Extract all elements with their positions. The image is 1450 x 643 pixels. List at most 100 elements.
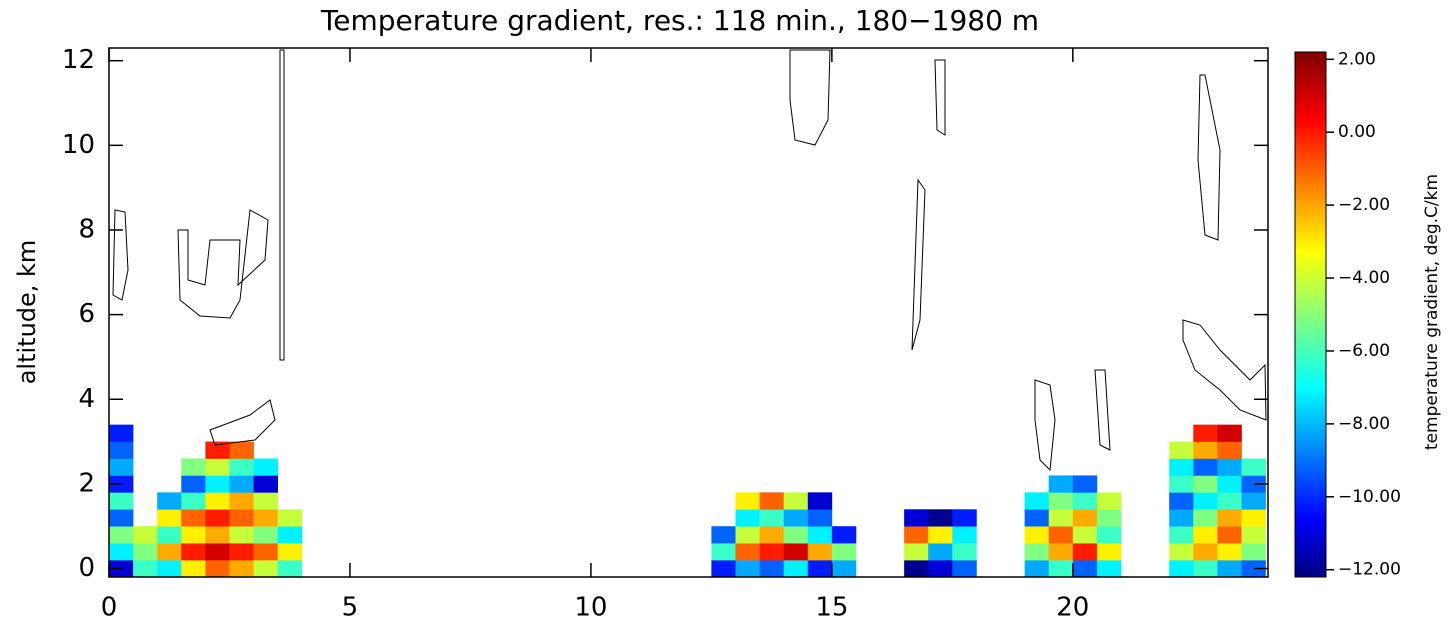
heat-cell	[735, 560, 760, 578]
heat-cell	[1048, 526, 1074, 544]
heat-cell	[277, 526, 303, 544]
heat-cell	[1217, 458, 1242, 476]
heat-cell	[1048, 560, 1074, 578]
heat-cell	[1024, 543, 1050, 561]
heat-cell	[1193, 458, 1218, 476]
heat-cell	[928, 526, 953, 544]
colorbar-tick-label: 2.00	[1338, 49, 1376, 69]
x-tick-label: 15	[815, 593, 848, 623]
heat-cell	[229, 475, 254, 493]
heat-cell	[735, 543, 760, 561]
heat-cell	[1241, 475, 1266, 493]
heat-cell	[759, 560, 784, 578]
heat-cell	[1169, 509, 1194, 527]
heat-cell	[831, 560, 857, 578]
heat-cell	[229, 560, 254, 578]
heat-cell	[1217, 475, 1242, 493]
heat-cell	[181, 526, 206, 544]
heat-cell	[1169, 492, 1194, 510]
heat-cell	[181, 475, 206, 493]
heat-cell	[1241, 492, 1266, 510]
heat-cell	[205, 492, 230, 510]
heat-cell	[133, 543, 158, 561]
heat-cell	[831, 526, 857, 544]
heat-cell	[1241, 543, 1266, 561]
heat-cell	[109, 424, 134, 442]
heat-cell	[1217, 543, 1242, 561]
heat-cell	[759, 509, 784, 527]
heat-cell	[133, 526, 158, 544]
heat-cell	[1217, 560, 1242, 578]
heat-cell	[759, 543, 784, 561]
heat-cell	[952, 509, 977, 527]
heat-cell	[157, 492, 182, 510]
heat-cell	[157, 543, 182, 561]
heat-cell	[711, 543, 736, 561]
colorbar-tick-label: −6.00	[1338, 341, 1390, 361]
heat-cell	[1072, 526, 1098, 544]
x-tick-label: 10	[574, 593, 607, 623]
heat-cell	[952, 526, 977, 544]
colorbar	[1294, 51, 1327, 578]
heat-cell	[181, 560, 206, 578]
heat-cell	[1072, 509, 1098, 527]
heat-cell	[807, 509, 833, 527]
y-tick-label: 8	[78, 214, 95, 244]
x-tick-label: 20	[1056, 593, 1089, 623]
colorbar-tick-label: −2.00	[1338, 195, 1390, 215]
heat-cell	[277, 543, 303, 561]
contours	[112, 49, 1267, 472]
heat-cell	[205, 475, 230, 493]
heat-cell	[783, 560, 809, 578]
heat-cell	[759, 492, 784, 510]
colorbar-tick-label: −8.00	[1338, 414, 1390, 434]
y-tick-label: 4	[78, 384, 95, 414]
colorbar-title: temperature gradient, deg.C/km	[1422, 174, 1442, 450]
heat-cell	[807, 560, 833, 578]
heat-cell	[1048, 509, 1074, 527]
heat-cell	[1217, 509, 1242, 527]
y-tick-label: 2	[78, 468, 95, 498]
heat-cell	[1048, 543, 1074, 561]
heat-cell	[711, 526, 736, 544]
heat-cell	[783, 526, 809, 544]
heat-cell	[1241, 560, 1266, 578]
heat-cell	[1169, 560, 1194, 578]
heat-cell	[952, 560, 977, 578]
heat-cell	[735, 492, 760, 510]
heat-cell	[133, 560, 158, 578]
heat-cell	[157, 509, 182, 527]
heat-cell	[904, 560, 929, 578]
heat-cell	[277, 560, 303, 578]
heat-cell	[952, 543, 977, 561]
heat-cell	[1072, 492, 1098, 510]
y-tick-label: 0	[78, 553, 95, 583]
heat-cell	[229, 441, 254, 459]
heat-cell	[1193, 492, 1218, 510]
heat-cell	[253, 475, 278, 493]
heat-cell	[1096, 560, 1122, 578]
heat-cell	[928, 509, 953, 527]
chart-title: Temperature gradient, res.: 118 min., 18…	[320, 4, 1039, 37]
heat-cell	[253, 526, 278, 544]
heat-cell	[109, 492, 134, 510]
heat-cell	[1072, 560, 1098, 578]
colorbar-tick-label: −4.00	[1338, 268, 1390, 288]
heat-cell	[904, 526, 929, 544]
heat-cell	[253, 492, 278, 510]
heat-cell	[157, 560, 182, 578]
heat-cell	[253, 560, 278, 578]
heat-cell	[904, 509, 929, 527]
heat-cell	[229, 543, 254, 561]
heat-cell	[831, 543, 857, 561]
heat-cell	[1193, 424, 1218, 442]
heat-cell	[928, 543, 953, 561]
heat-cell	[109, 458, 134, 476]
heat-cell	[807, 543, 833, 561]
heat-cell	[1072, 543, 1098, 561]
heat-cell	[109, 441, 134, 459]
heat-cell	[1169, 458, 1194, 476]
y-axis-title: altitude, km	[13, 240, 41, 385]
heat-cell	[229, 458, 254, 476]
x-tick-label: 0	[101, 593, 118, 623]
